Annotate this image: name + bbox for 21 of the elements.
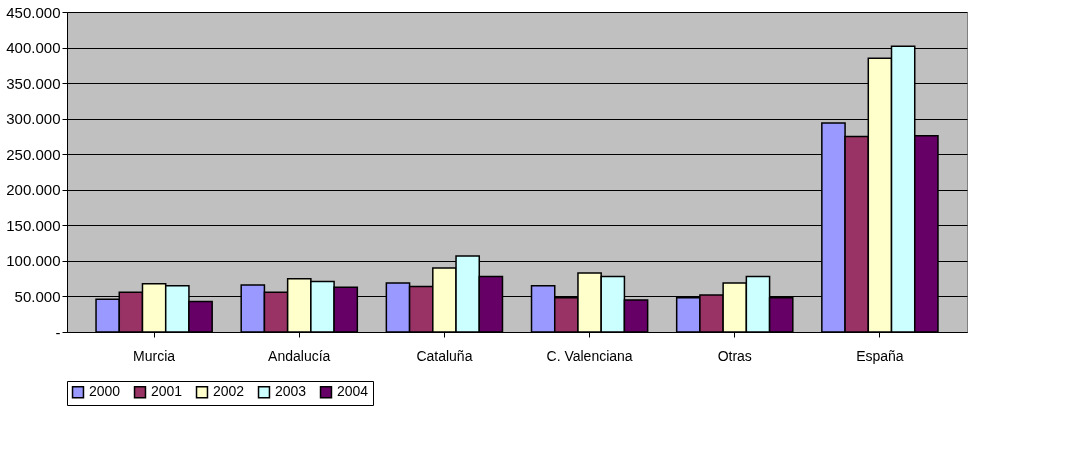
- x-tick-label: Andalucía: [268, 347, 331, 364]
- x-tick-label: C. Valenciana: [546, 347, 633, 364]
- x-tick-label: Cataluña: [416, 347, 473, 364]
- y-tick-label: 300.000: [6, 110, 61, 128]
- legend-label: 2000: [89, 383, 121, 400]
- legend-label: 2002: [213, 383, 245, 400]
- x-tick-label: Otras: [717, 347, 752, 364]
- y-tick-label: 250.000: [6, 145, 61, 163]
- y-tick-label: 150.000: [6, 216, 61, 234]
- legend-label: 2004: [337, 383, 369, 400]
- x-tick-label: Murcia: [133, 347, 176, 364]
- y-tick-label: 400.000: [6, 39, 61, 57]
- x-tick-label: España: [856, 347, 904, 364]
- y-tick-label: 50.000: [14, 287, 61, 305]
- y-tick-label: 450.000: [6, 3, 61, 21]
- y-tick-label: 100.000: [6, 252, 61, 270]
- y-tick-label: 350.000: [6, 74, 61, 92]
- legend-label: 2001: [151, 383, 183, 400]
- y-tick-label: -: [55, 323, 61, 341]
- legend-label: 2003: [275, 383, 307, 400]
- y-tick-label: 200.000: [6, 181, 61, 199]
